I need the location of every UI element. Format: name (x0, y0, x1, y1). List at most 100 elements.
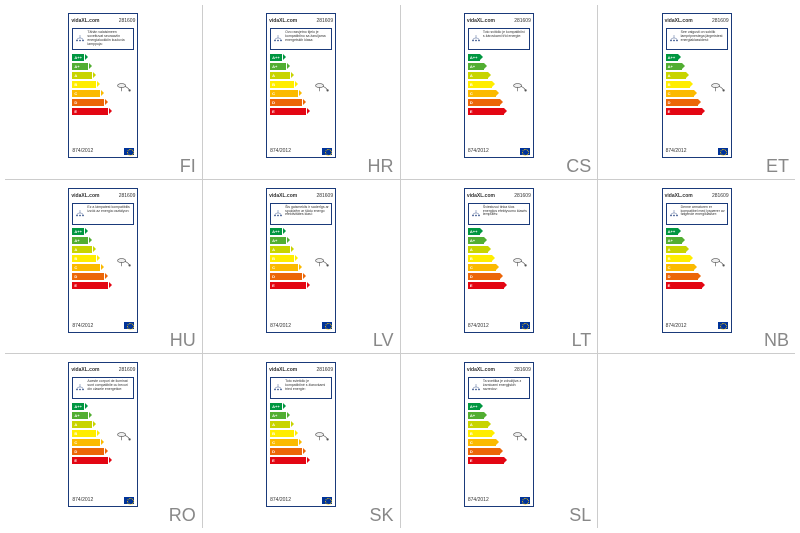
brand-text: vidaXL.com (467, 18, 495, 24)
energy-class-row: E (468, 282, 530, 290)
regulation-text: 874/2012 (72, 323, 93, 329)
energy-class-letter: B (668, 82, 671, 87)
chandelier-icon (75, 206, 85, 216)
energy-class-row: E (666, 282, 728, 290)
energy-class-letter: B (74, 82, 77, 87)
energy-class-letter: D (74, 100, 77, 105)
energy-arrow-A: A (468, 246, 488, 253)
energy-arrow-B: B (270, 430, 294, 437)
energy-class-letter: A+ (470, 238, 475, 243)
energy-class-letter: C (470, 440, 473, 445)
energy-label: vidaXL.com281609Ez a lámpatest kompatibi… (68, 188, 138, 333)
grid-cell: vidaXL.com281609Šviestuvui tinka šios en… (401, 180, 598, 354)
label-footer: 874/2012 (267, 494, 335, 506)
label-footer: 874/2012 (267, 145, 335, 157)
chandelier-icon (75, 31, 85, 41)
grid-cell (598, 354, 795, 528)
energy-class-row: A+ (270, 62, 332, 70)
energy-class-row: A (468, 420, 530, 428)
energy-class-row: E (270, 282, 332, 290)
energy-label: vidaXL.com281609Šviestuvui tinka šios en… (464, 188, 534, 333)
label-header: vidaXL.com 281609 (465, 14, 533, 28)
energy-arrow-A+: A+ (270, 237, 286, 244)
energy-class-letter: C (668, 265, 671, 270)
energy-class-letter: A+ (272, 413, 277, 418)
energy-class-row: A+ (666, 62, 728, 70)
lamp-icon (710, 256, 726, 268)
product-number: 281609 (514, 18, 531, 24)
lamp-icon (710, 81, 726, 93)
energy-class-row: D (666, 98, 728, 106)
label-footer: 874/2012 (69, 320, 137, 332)
energy-class-letter: A++ (470, 55, 478, 60)
brand-text: vidaXL.com (467, 367, 495, 373)
description-text: See valgusti on sobilik lampripnestega j… (681, 31, 725, 43)
energy-arrow-C: C (270, 264, 298, 271)
energy-class-letter: B (272, 256, 275, 261)
energy-class-row: A++ (666, 228, 728, 236)
energy-class-row: A (468, 246, 530, 254)
product-number: 281609 (316, 193, 333, 199)
energy-class-row: A (72, 246, 134, 254)
country-code: LV (373, 330, 394, 351)
label-description-box: Toto svietidlo je kompatibilné s žiarovk… (270, 377, 332, 399)
energy-arrow-A: A (72, 72, 92, 79)
energy-arrow-A++: A++ (468, 228, 480, 235)
energy-arrow-A++: A++ (72, 403, 84, 410)
energy-class-row: A (666, 246, 728, 254)
energy-class-letter: C (74, 265, 77, 270)
energy-arrow-A++: A++ (72, 228, 84, 235)
energy-label: vidaXL.com281609Denne armaturen er kompa… (662, 188, 732, 333)
energy-arrow-C: C (72, 264, 100, 271)
grid-cell: vidaXL.com281609Ovo rasvjetno tijelo je … (203, 5, 400, 179)
energy-arrow-A+: A+ (270, 63, 286, 70)
energy-arrow-C: C (468, 90, 496, 97)
product-number: 281609 (119, 193, 136, 199)
energy-class-letter: A (272, 73, 275, 78)
energy-class-row: E (270, 107, 332, 115)
description-text: Toto svietidlo je kompatibilné s žiarovk… (285, 380, 329, 392)
energy-arrow-E: E (72, 108, 108, 115)
energy-arrows-container: A++A+ABCDE (72, 53, 134, 145)
energy-arrow-D: D (72, 448, 104, 455)
eu-flag-icon (520, 497, 530, 504)
energy-arrow-D: D (468, 273, 500, 280)
energy-class-letter: D (74, 449, 77, 454)
description-text: Toto svítidlo je kompatibilní s žárovkam… (483, 31, 527, 39)
energy-class-letter: D (668, 274, 671, 279)
energy-class-letter: A (470, 73, 473, 78)
energy-arrow-A++: A++ (666, 54, 678, 61)
country-code: HR (368, 156, 394, 177)
description-text: Ta svetilka je združljiva z žarnicami en… (483, 380, 527, 392)
energy-arrow-A: A (666, 72, 686, 79)
energy-arrow-E: E (270, 108, 306, 115)
lamp-icon (314, 256, 330, 268)
label-footer: 874/2012 (465, 320, 533, 332)
energy-class-row: D (270, 273, 332, 281)
energy-label: vidaXL.com281609Ovo rasvjetno tijelo je … (266, 13, 336, 158)
label-header: vidaXL.com281609 (267, 14, 335, 28)
energy-class-letter: E (74, 283, 77, 288)
energy-class-row: A++ (468, 228, 530, 236)
product-number: 281609 (119, 367, 136, 373)
country-code: SK (369, 505, 393, 526)
energy-arrow-E: E (270, 457, 306, 464)
energy-class-letter: B (272, 82, 275, 87)
energy-arrow-A+: A+ (72, 237, 88, 244)
description-text: Aceste corpuri de iluminat sunt compatib… (87, 380, 131, 392)
energy-arrow-E: E (666, 282, 702, 289)
energy-class-letter: A+ (470, 413, 475, 418)
label-footer: 874/2012 (69, 494, 137, 506)
energy-arrow-D: D (72, 99, 104, 106)
energy-arrow-A: A (72, 421, 92, 428)
brand-text: vidaXL.com (269, 193, 297, 199)
energy-class-row: A+ (72, 62, 134, 70)
energy-arrow-C: C (666, 264, 694, 271)
energy-arrows-container: A++A+ABCDE (270, 402, 332, 494)
energy-class-row: E (72, 107, 134, 115)
label-header: vidaXL.com281609 (69, 189, 137, 203)
country-code: HU (170, 330, 196, 351)
regulation-text: 874/2012 (468, 497, 489, 503)
regulation-text: 874/2012 (468, 323, 489, 329)
energy-class-row: D (666, 273, 728, 281)
